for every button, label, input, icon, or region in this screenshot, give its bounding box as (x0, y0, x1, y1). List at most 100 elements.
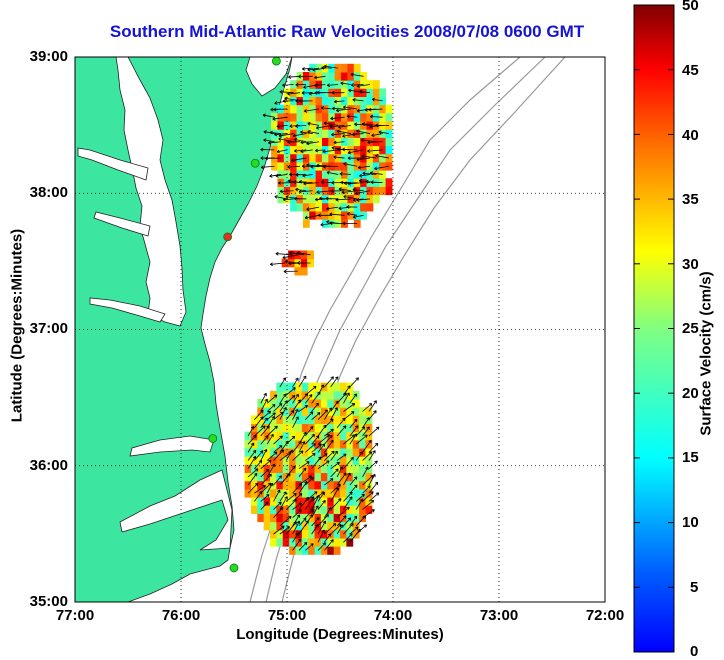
velocity-cell (320, 464, 328, 474)
velocity-cell (341, 80, 348, 89)
velocity-vector (311, 517, 320, 527)
velocity-cell (309, 112, 317, 122)
velocity-vector (325, 196, 339, 201)
velocity-vector (282, 99, 294, 103)
velocity-vector (260, 459, 272, 470)
velocity-cell (321, 129, 329, 138)
velocity-cell (309, 210, 317, 220)
velocity-vector (324, 450, 335, 461)
velocity-vector (350, 83, 364, 87)
velocity-vector (375, 123, 390, 128)
colorbar-tick-label: 40 (682, 127, 699, 144)
velocity-cell (270, 398, 277, 408)
velocity-vector (333, 99, 345, 104)
velocity-cell (372, 145, 380, 155)
velocity-cell (314, 472, 322, 482)
velocity-cell (308, 431, 316, 441)
velocity-vector (324, 434, 333, 445)
velocity-cell (289, 480, 296, 490)
velocity-cell (300, 266, 308, 276)
velocity-cell (333, 382, 341, 392)
velocity-vector (317, 529, 325, 543)
velocity-cell (366, 137, 374, 147)
velocity-vector (295, 82, 307, 87)
velocity-vector (279, 526, 290, 535)
velocity-vector (330, 468, 339, 478)
velocity-cell (353, 88, 361, 98)
velocity-cell (385, 112, 393, 122)
colorbar-tick-label: 45 (682, 62, 699, 79)
velocity-vector (336, 515, 347, 527)
velocity-cell (346, 488, 354, 498)
velocity-vector (368, 460, 378, 470)
velocity-cell (257, 448, 265, 457)
velocity-cell (340, 423, 347, 433)
velocity-cell (296, 129, 304, 138)
velocity-cell (366, 202, 374, 212)
velocity-cell (263, 497, 271, 506)
velocity-cell (346, 415, 354, 425)
velocity-cell (327, 513, 335, 523)
y-tick-label: 38:00 (29, 184, 68, 201)
velocity-cell (359, 505, 366, 514)
velocity-vector (335, 197, 351, 202)
velocity-cell (360, 161, 367, 171)
velocity-cell (353, 63, 361, 73)
velocity-vector (279, 491, 287, 502)
velocity-cell (353, 71, 361, 81)
velocity-cell (263, 448, 271, 457)
velocity-vector (331, 90, 345, 95)
velocity-vector (355, 498, 363, 510)
velocity-vector (329, 221, 345, 226)
velocity-vector (343, 392, 350, 404)
velocity-cell (270, 488, 277, 498)
velocity-vector (297, 261, 311, 265)
velocity-vector (273, 435, 283, 445)
velocity-vector (336, 453, 347, 461)
velocity-vector (356, 198, 370, 202)
delaware-bay (245, 57, 293, 97)
velocity-cell (315, 96, 323, 106)
velocity-cell (302, 202, 310, 212)
velocity-cell (372, 80, 380, 89)
velocity-vector (318, 213, 332, 218)
velocity-cell (346, 464, 354, 474)
velocity-vector (285, 493, 297, 502)
velocity-cell (296, 112, 304, 122)
velocity-vector (356, 84, 370, 88)
velocity-vector (279, 393, 287, 404)
velocity-cell (328, 96, 336, 106)
velocity-cell (276, 431, 284, 441)
velocity-cell (290, 129, 298, 138)
velocity-cell (333, 497, 341, 506)
velocity-vector (247, 449, 257, 461)
velocity-cell (340, 456, 347, 465)
velocity-vector (317, 409, 329, 420)
y-tick-label: 37:00 (29, 320, 68, 337)
velocity-cell (360, 210, 367, 220)
velocity-vector (356, 157, 370, 162)
velocity-vector (304, 394, 313, 404)
velocity-cell (283, 88, 291, 98)
velocity-cell (340, 537, 347, 547)
velocity-cell (282, 431, 290, 441)
velocity-cell (372, 129, 380, 138)
velocity-cell (320, 398, 328, 408)
velocity-vector (294, 149, 307, 153)
velocity-vector (320, 106, 332, 110)
velocity-cell (302, 194, 310, 204)
velocity-cell (270, 472, 277, 482)
colorbar-tick-label: 5 (690, 579, 699, 596)
velocity-vector (298, 467, 307, 478)
velocity-cell (315, 112, 323, 122)
velocity-vector (298, 517, 307, 527)
velocity-cell (333, 488, 341, 498)
velocity-vector (298, 541, 308, 551)
velocity-cell (346, 537, 354, 547)
velocity-cell (328, 112, 336, 122)
velocity-cell (334, 129, 342, 138)
velocity-vector (358, 179, 371, 183)
velocity-cell (277, 145, 285, 155)
velocity-vector (314, 83, 326, 88)
y-tick-label: 39:00 (29, 48, 68, 65)
